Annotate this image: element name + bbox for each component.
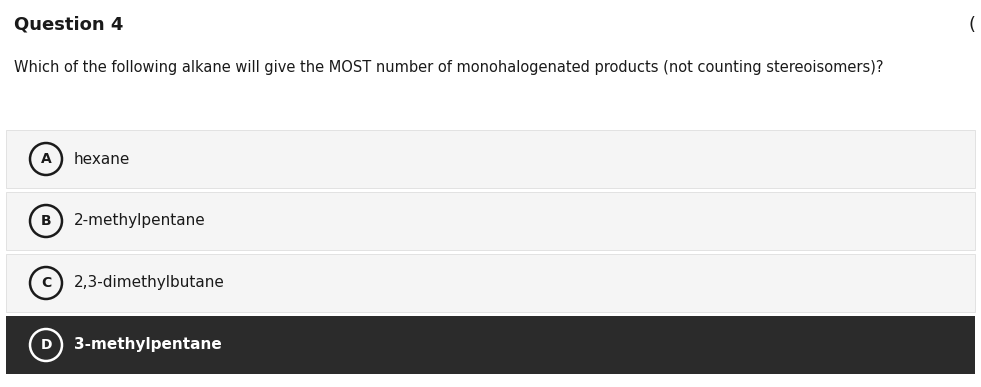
Bar (6, 254, 975, 312)
Text: hexane: hexane (74, 151, 130, 166)
Ellipse shape (30, 205, 62, 237)
Text: 2-methylpentane: 2-methylpentane (74, 214, 206, 228)
Text: Question 4: Question 4 (14, 16, 124, 34)
Text: 2,3-dimethylbutane: 2,3-dimethylbutane (74, 276, 225, 291)
Ellipse shape (30, 329, 62, 361)
Bar (6, 316, 975, 374)
Text: 3-methylpentane: 3-methylpentane (74, 337, 222, 353)
Text: B: B (40, 214, 51, 228)
Text: D: D (40, 338, 52, 352)
Text: (: ( (968, 16, 975, 34)
Text: Which of the following alkane will give the MOST number of monohalogenated produ: Which of the following alkane will give … (14, 60, 884, 75)
Bar (6, 130, 975, 188)
Text: A: A (40, 152, 51, 166)
Ellipse shape (30, 267, 62, 299)
Ellipse shape (30, 143, 62, 175)
Bar (6, 192, 975, 250)
Text: C: C (41, 276, 51, 290)
